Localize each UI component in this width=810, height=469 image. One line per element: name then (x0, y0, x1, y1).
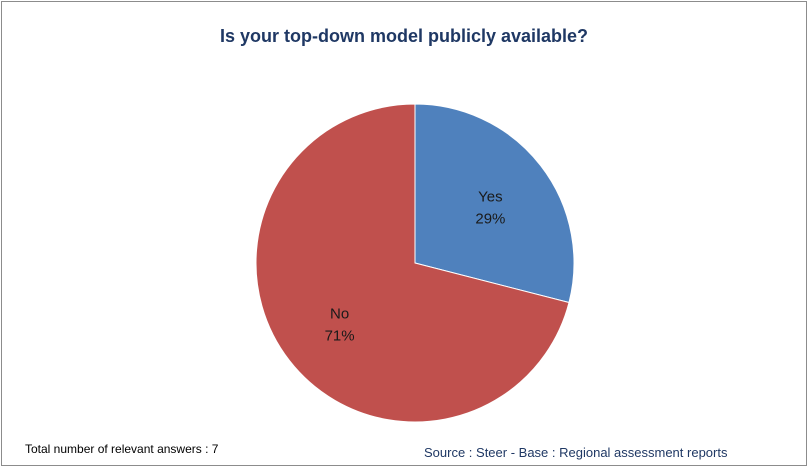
pie-slice-no (255, 103, 570, 423)
slice-label-yes: Yes (478, 189, 502, 206)
pie-slice-yes (414, 103, 575, 304)
chart-title: Is your top-down model publicly availabl… (219, 26, 589, 46)
slice-label-no: No (330, 306, 349, 323)
source-note: Source : Steer - Base : Regional assessm… (424, 445, 728, 460)
total-answers-note: Total number of relevant answers : 7 (25, 442, 219, 456)
slice-value-no: 71% (325, 328, 355, 345)
slice-value-yes: 29% (475, 211, 505, 228)
